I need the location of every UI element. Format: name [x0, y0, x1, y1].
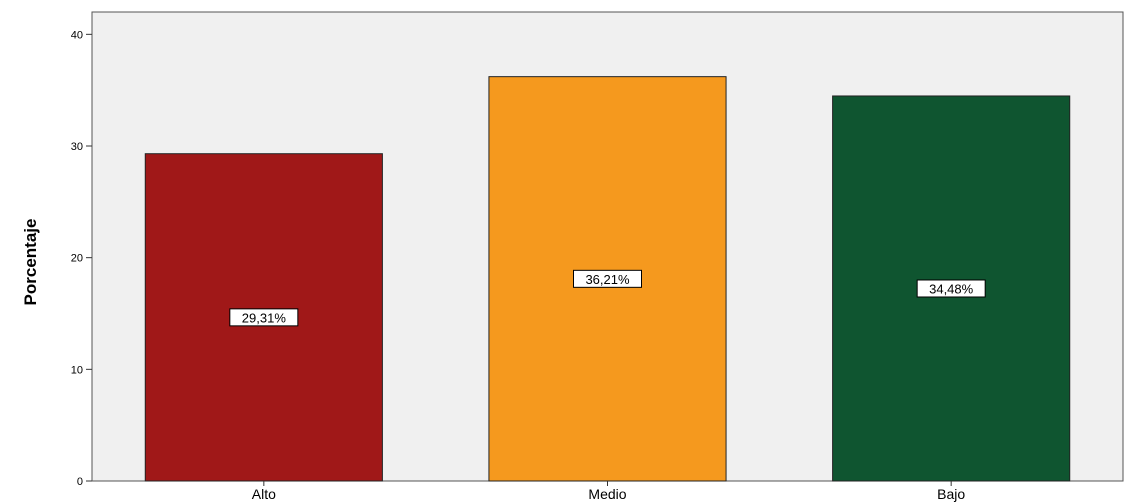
x-tick-label: Bajo	[937, 486, 965, 502]
bars: 29,31% 36,21% 34,48%	[144, 76, 1071, 482]
y-axis-label: Porcentaje	[21, 219, 40, 306]
y-tick-label: 30	[71, 141, 83, 153]
data-label-box	[573, 269, 642, 288]
y-tick-label: 0	[77, 476, 83, 488]
data-label-box	[229, 308, 299, 327]
y-tick-label: 20	[71, 253, 83, 265]
y-tick-label: 40	[71, 29, 83, 41]
data-label-box	[916, 279, 986, 298]
data-label: 36,21%	[585, 272, 630, 287]
data-label: 34,48%	[929, 281, 974, 296]
y-tick-label: 10	[71, 364, 83, 376]
x-tick-label: Medio	[588, 486, 626, 502]
y-axis: 0 10 20 30 40	[71, 29, 92, 488]
x-axis: Alto Medio Bajo	[252, 481, 965, 502]
x-tick-label: Alto	[252, 486, 276, 502]
data-label: 29,31%	[242, 310, 287, 325]
